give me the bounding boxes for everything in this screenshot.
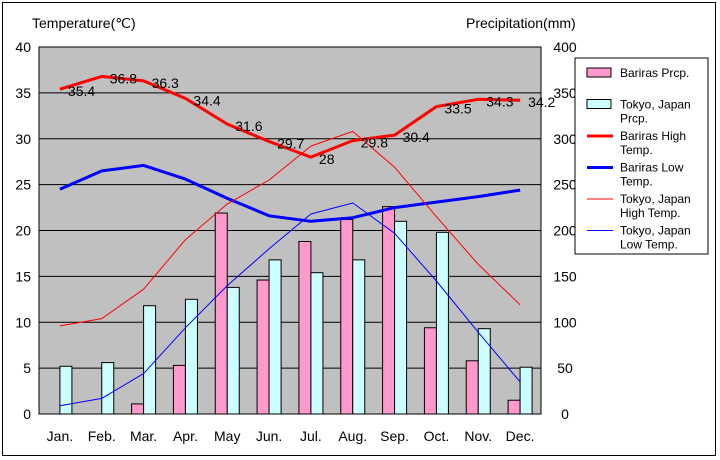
y-left-tick-label: 10 [15, 314, 31, 330]
y-right-tick-label: 350 [553, 85, 577, 101]
x-tick-label: Dec. [506, 428, 535, 444]
legend-label: Temp. [620, 175, 653, 189]
bar-tokyo-prcp [101, 362, 115, 415]
x-tick-label: Feb. [88, 428, 116, 444]
data-label: 28 [319, 151, 335, 167]
legend-label: Bariras High [620, 129, 686, 143]
bar-tokyo-prcp [143, 305, 157, 415]
x-tick-label: Aug. [338, 428, 367, 444]
y-right-tick-label: 0 [561, 406, 569, 422]
y-right-tick-label: 50 [557, 360, 573, 376]
y-left-tick-label: 40 [15, 39, 31, 55]
legend-label: Tokyo, Japan [620, 192, 691, 206]
legend-swatch [586, 99, 612, 109]
bar-tokyo-prcp [184, 298, 198, 415]
plot-border [38, 46, 542, 415]
y-left-tick-label: 20 [15, 223, 31, 239]
x-tick-label: Mar. [130, 428, 157, 444]
bar-bariras-prcp [172, 364, 186, 415]
bar-bariras-prcp [507, 399, 521, 415]
bar-tokyo-prcp [477, 328, 491, 415]
x-tick-label: Jan. [47, 428, 73, 444]
data-label: 31.6 [235, 118, 262, 134]
bar-bariras-prcp [256, 279, 270, 415]
y-left-tick-label: 5 [23, 360, 31, 376]
data-label: 36.8 [110, 70, 137, 86]
series-line-3 [59, 202, 521, 407]
y-right-axis-label: Precipitation(mm) [466, 15, 576, 31]
data-label: 30.4 [403, 129, 430, 145]
y-left-axis-label: Temperature(℃) [32, 15, 136, 31]
series-line-0 [59, 74, 521, 159]
legend-label: Tokyo, Japan [620, 224, 691, 238]
x-tick-label: Sep. [380, 428, 409, 444]
y-left-tick-label: 15 [15, 268, 31, 284]
bar-tokyo-prcp [59, 365, 73, 415]
bar-bariras-prcp [298, 241, 312, 415]
data-label: 29.8 [361, 135, 388, 151]
data-label: 35.4 [68, 83, 95, 99]
bar-bariras-prcp [423, 327, 437, 415]
legend-label: Bariras Prcp. [620, 66, 689, 80]
bar-bariras-prcp [340, 218, 354, 415]
bar-bariras-prcp [465, 360, 479, 415]
x-tick-label: Apr. [173, 428, 198, 444]
legend-label: Prcp. [620, 112, 648, 126]
bar-bariras-prcp [382, 206, 396, 415]
y-left-tick-label: 30 [15, 131, 31, 147]
bar-tokyo-prcp [352, 259, 366, 415]
y-right-tick-label: 150 [553, 268, 577, 284]
y-right-tick-label: 250 [553, 177, 577, 193]
series-line-2 [59, 130, 521, 327]
series-line-1 [59, 163, 521, 223]
legend-label: Bariras Low [620, 161, 684, 175]
y-right-tick-label: 300 [553, 131, 577, 147]
data-label: 29.7 [277, 136, 304, 152]
bar-bariras-prcp [131, 403, 145, 415]
data-label: 34.3 [486, 93, 513, 109]
bar-tokyo-prcp [310, 272, 324, 415]
bar-bariras-prcp [214, 212, 228, 415]
data-label: 34.4 [193, 92, 220, 108]
bar-tokyo-prcp [394, 220, 408, 415]
legend-label: High Temp. [620, 206, 680, 220]
plot-area: 0510152025303540050100150200250300350400… [15, 39, 576, 444]
y-left-tick-label: 25 [15, 177, 31, 193]
data-label: 34.2 [528, 94, 555, 110]
x-tick-label: Jul. [300, 428, 322, 444]
y-left-tick-label: 0 [23, 406, 31, 422]
data-label: 33.5 [444, 101, 471, 117]
legend-label: Low Temp. [620, 238, 678, 252]
x-tick-label: Nov. [464, 428, 492, 444]
bar-tokyo-prcp [435, 231, 449, 415]
x-tick-label: Oct. [424, 428, 450, 444]
y-left-tick-label: 35 [15, 85, 31, 101]
bar-tokyo-prcp [268, 259, 282, 415]
legend-swatch [586, 67, 612, 78]
bar-tokyo-prcp [519, 366, 533, 415]
y-right-tick-label: 200 [553, 223, 577, 239]
y-right-tick-label: 400 [553, 39, 577, 55]
data-label: 36.3 [152, 75, 179, 91]
x-tick-label: May [214, 428, 240, 444]
bar-tokyo-prcp [226, 286, 240, 415]
legend-label: Temp. [620, 143, 653, 157]
legend-box [574, 57, 709, 255]
y-right-tick-label: 100 [553, 314, 577, 330]
x-tick-label: Jun. [256, 428, 282, 444]
legend-label: Tokyo, Japan [620, 98, 691, 112]
